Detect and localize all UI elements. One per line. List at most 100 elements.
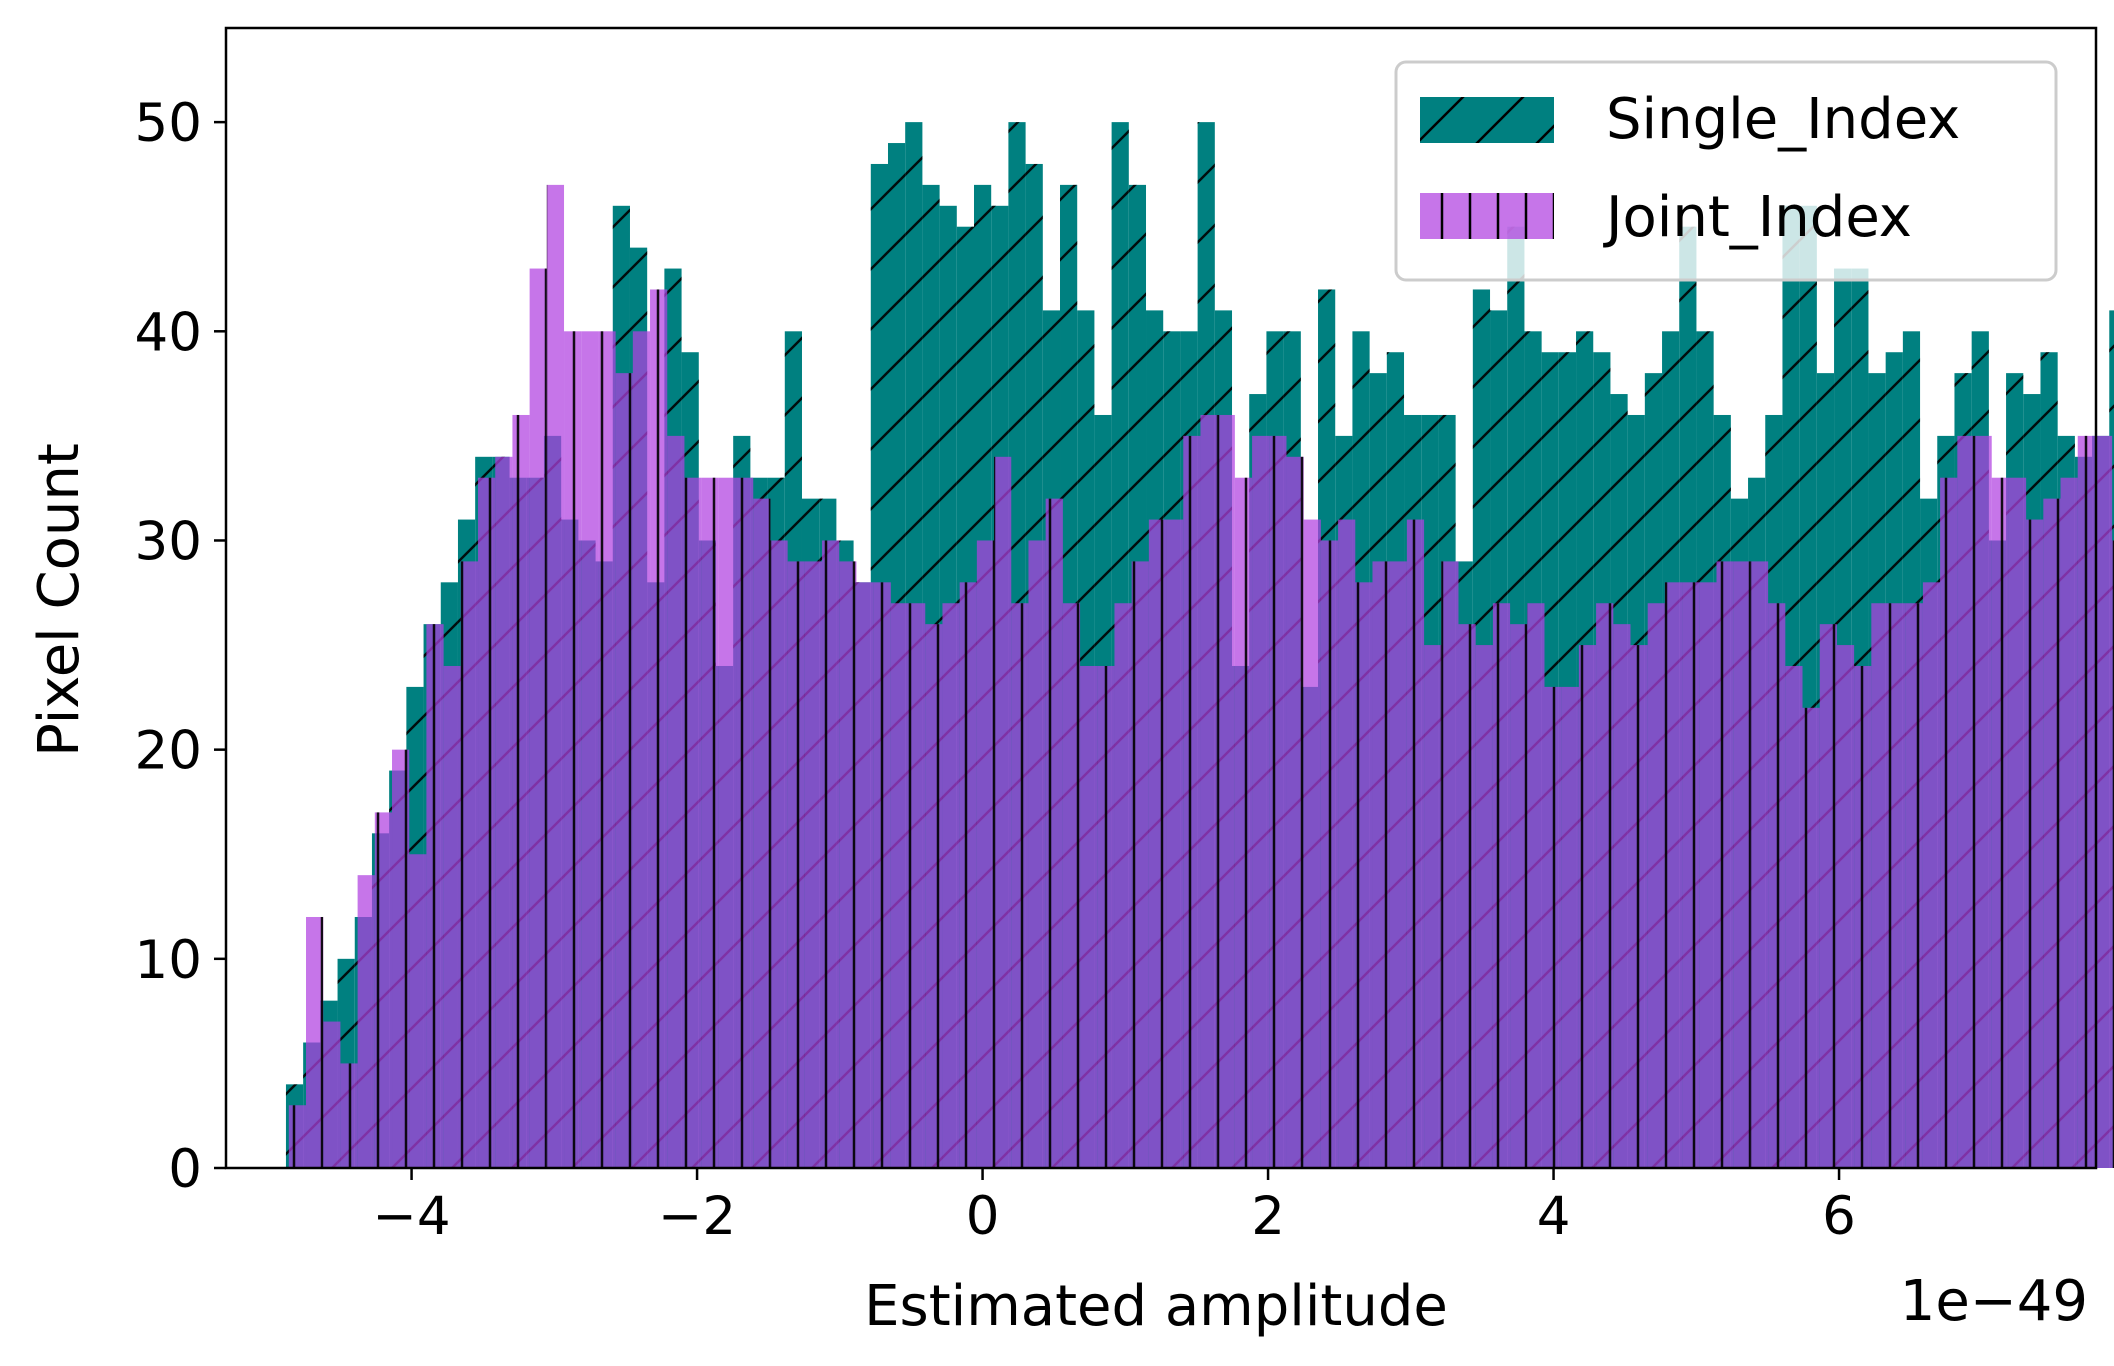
bar-hatch-joint-index <box>615 373 633 1169</box>
bar-hatch-joint-index <box>753 498 771 1168</box>
bar-hatch-joint-index <box>2043 498 2061 1168</box>
bar-hatch-joint-index <box>718 477 737 1169</box>
bar-hatch-joint-index <box>374 812 393 1168</box>
bar-hatch-joint-index <box>1303 519 1321 1168</box>
bar-hatch-joint-index <box>1148 519 1167 1168</box>
bar-hatch-joint-index <box>1819 624 1837 1168</box>
bar-hatch-joint-index <box>1630 645 1648 1168</box>
bar-hatch-joint-index <box>1854 665 1872 1168</box>
bar-hatch-joint-index <box>340 1063 358 1168</box>
x-tick-label: 4 <box>1537 1186 1571 1247</box>
bar-hatch-joint-index <box>1664 582 1683 1168</box>
bar-hatch-joint-index <box>1286 456 1304 1168</box>
bar-hatch-joint-index <box>512 414 530 1168</box>
bar-hatch-joint-index <box>409 854 427 1168</box>
bar-hatch-joint-index <box>546 184 565 1168</box>
bar-hatch-joint-index <box>994 456 1012 1168</box>
bar-hatch-joint-index <box>1699 582 1717 1168</box>
series-joint-index <box>288 184 2114 1169</box>
bar-hatch-joint-index <box>1561 686 1579 1168</box>
bar-hatch-joint-index <box>392 749 410 1168</box>
bar-hatch-joint-index <box>529 268 547 1169</box>
bar-hatch-joint-index <box>908 603 926 1168</box>
bar-hatch-joint-index <box>564 331 582 1169</box>
bar-hatch-joint-index <box>1441 561 1459 1168</box>
bar-hatch-joint-index <box>1871 603 1889 1168</box>
bar-hatch-joint-index <box>1578 645 1597 1168</box>
legend-frame <box>1394 60 2058 282</box>
bar-hatch-joint-index <box>1200 414 1218 1168</box>
y-tick-label: 0 <box>168 1139 202 1200</box>
bar-hatch-joint-index <box>684 477 702 1169</box>
bar-hatch-joint-index <box>1492 603 1511 1168</box>
legend: Single_Index Joint_Index <box>1394 60 2058 282</box>
bar-hatch-joint-index <box>288 1105 307 1168</box>
bar-hatch-joint-index <box>770 540 788 1168</box>
bar-hatch-joint-index <box>1320 540 1339 1168</box>
bar-hatch-joint-index <box>890 603 909 1168</box>
bar-hatch-joint-index <box>478 477 496 1169</box>
y-tick-label: 20 <box>135 721 202 782</box>
legend-entry-single-index: Single_Index <box>1420 87 1960 152</box>
bar-hatch-joint-index <box>1836 645 1855 1168</box>
bar-hatch-joint-index <box>1114 603 1132 1168</box>
x-axis-label: Estimated amplitude <box>864 1274 1448 1339</box>
bar-hatch-joint-index <box>2060 477 2078 1169</box>
bar-hatch-joint-index <box>1028 540 1046 1168</box>
axes-layer: −4 −2 0 2 4 6 0 10 20 30 40 50 <box>135 26 2098 1247</box>
bar-hatch-joint-index <box>942 603 960 1168</box>
bar-hatch-joint-index <box>1802 707 1820 1168</box>
bar-hatch-joint-index <box>787 561 805 1168</box>
bar-hatch-joint-index <box>1217 414 1235 1168</box>
bar-hatch-joint-index <box>1406 519 1425 1168</box>
bar-hatch-joint-index <box>2026 519 2044 1168</box>
bar-hatch-joint-index <box>1768 603 1786 1168</box>
bar-hatch-joint-index <box>495 456 513 1168</box>
bar-hatch-joint-index <box>1045 498 1063 1168</box>
bar-hatch-joint-index <box>306 916 324 1168</box>
bar-hatch-joint-index <box>1338 519 1356 1168</box>
bar-hatch-joint-index <box>1682 582 1700 1168</box>
bar-hatch-joint-index <box>1905 603 1923 1168</box>
bar-hatch-joint-index <box>1510 624 1528 1168</box>
bar-hatch-joint-index <box>701 477 719 1169</box>
bar-hatch-joint-index <box>1355 582 1373 1168</box>
bar-hatch-joint-index <box>1062 603 1081 1168</box>
bar-hatch-joint-index <box>2077 435 2095 1169</box>
bar-hatch-joint-index <box>822 540 840 1168</box>
bar-hatch-joint-index <box>839 561 857 1168</box>
y-axis-label: Pixel Count <box>27 443 92 757</box>
x-tick-label: 0 <box>966 1186 1000 1247</box>
legend-swatch-single-index-hatch <box>1420 97 1554 143</box>
bar-hatch-joint-index <box>1183 435 1201 1169</box>
x-tick-label: −4 <box>373 1186 451 1247</box>
bar-hatch-joint-index <box>443 665 461 1168</box>
bar-hatch-joint-index <box>1234 477 1253 1169</box>
bar-hatch-joint-index <box>667 435 685 1169</box>
legend-entry-joint-index: Joint_Index <box>1420 185 1912 250</box>
bar-hatch-joint-index <box>1957 435 1975 1169</box>
bar-hatch-joint-index <box>1544 686 1562 1168</box>
bar-hatch-joint-index <box>873 582 891 1168</box>
axes-frame <box>224 26 2098 1170</box>
bar-hatch-joint-index <box>1011 603 1029 1168</box>
bar-hatch-joint-index <box>1166 519 1184 1168</box>
x-offset-label: 1e−49 <box>1900 1269 2088 1334</box>
bar-hatch-joint-index <box>1785 665 1803 1168</box>
legend-label-joint-index: Joint_Index <box>1603 185 1912 250</box>
bar-hatch-joint-index <box>1252 435 1270 1169</box>
y-tick-label: 30 <box>135 511 202 572</box>
bar-hatch-joint-index <box>2008 477 2027 1169</box>
bar-hatch-joint-index <box>650 289 668 1168</box>
bar-hatch-joint-index <box>804 561 823 1168</box>
legend-label-single-index: Single_Index <box>1606 87 1960 152</box>
x-tick-label: 6 <box>1822 1186 1856 1247</box>
bar-hatch-joint-index <box>1750 561 1769 1168</box>
bar-hatch-joint-index <box>1372 561 1390 1168</box>
bar-hatch-joint-index <box>736 477 754 1169</box>
bar-hatch-joint-index <box>1131 561 1149 1168</box>
y-tick-label: 40 <box>135 302 202 363</box>
bar-hatch-joint-index <box>1613 624 1631 1168</box>
